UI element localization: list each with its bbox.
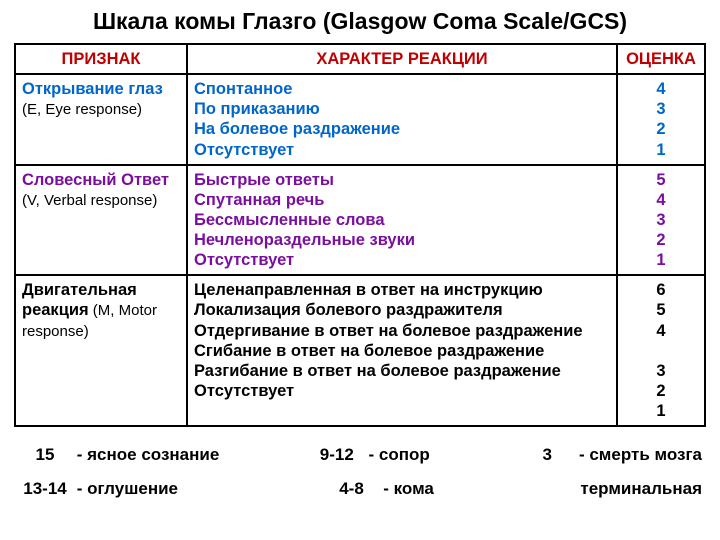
header-sign: ПРИЗНАК [15,44,187,74]
page-title: Шкала комы Глазго (Glasgow Coma Scale/GC… [14,8,706,35]
score-value: 2 [624,119,698,139]
reaction-cell: СпонтанноеПо приказаниюНа болевое раздра… [187,74,617,165]
footer-item: 13-14 - оглушение [18,479,178,499]
footer-label: - смерть мозга [579,445,702,464]
footer-label: терминальная [580,479,702,498]
score-value: 2 [624,381,698,401]
reaction-line: Отсутствует [194,381,610,401]
score-cell: 54321 [617,165,705,276]
table-row: Двигательная реакция (M, Motor response)… [15,275,705,426]
score-value: 6 [624,280,698,300]
score-value: 4 [624,79,698,99]
footer-score-range: 3 [520,445,574,465]
reaction-line: Сгибание в ответ на болевое раздражение [194,341,610,361]
reaction-line: Спутанная речь [194,190,610,210]
reaction-line: Отсутствует [194,140,610,160]
footer-score-range: 4-8 [325,479,379,499]
reaction-line: На болевое раздражение [194,119,610,139]
footer-label: - ясное сознание [77,445,220,464]
score-value: 1 [624,250,698,270]
reaction-cell: Целенаправленная в ответ на инструкциюЛо… [187,275,617,426]
score-value: 4 [624,321,698,341]
footer-label: - кома [383,479,434,498]
score-value: 5 [624,300,698,320]
footer-label: - оглушение [77,479,178,498]
reaction-line: Целенаправленная в ответ на инструкцию [194,280,610,300]
footer-item: 3 - смерть мозга [520,445,702,465]
reaction-line: Нечленораздельные звуки [194,230,610,250]
reaction-line: Бессмысленные слова [194,210,610,230]
score-cell: 4321 [617,74,705,165]
footer-item: 9-12 - сопор [310,445,430,465]
score-value: 1 [624,140,698,160]
sign-label: Открывание глаз [22,80,163,98]
reaction-line: По приказанию [194,99,610,119]
score-value [624,341,698,361]
reaction-line: Локализация болевого раздражителя [194,300,610,320]
footer-item: терминальная [580,479,702,499]
score-value: 4 [624,190,698,210]
score-value: 1 [624,401,698,421]
footer-item: 4-8 - кома [325,479,434,499]
footer-item: 15 - ясное сознание [18,445,219,465]
score-value: 3 [624,361,698,381]
footer-score-range: 13-14 [18,479,72,499]
reaction-line: Спонтанное [194,79,610,99]
header-score: ОЦЕНКА [617,44,705,74]
score-cell: 654 321 [617,275,705,426]
sign-paren: (V, Verbal response) [22,192,157,209]
sign-cell: Словесный Ответ (V, Verbal response) [15,165,187,276]
sign-paren: (E, Eye response) [22,101,142,118]
reaction-line: Отсутствует [194,250,610,270]
header-reaction: ХАРАКТЕР РЕАКЦИИ [187,44,617,74]
score-value: 5 [624,170,698,190]
footer-label: - сопор [369,445,430,464]
sign-cell: Открывание глаз (E, Eye response) [15,74,187,165]
score-value: 3 [624,99,698,119]
footer-legend: 15 - ясное сознание 9-12 - сопор 3 - смерт… [14,445,706,499]
table-row: Словесный Ответ (V, Verbal response)Быст… [15,165,705,276]
sign-label: Словесный Ответ [22,171,169,189]
reaction-line: Быстрые ответы [194,170,610,190]
gcs-table: ПРИЗНАК ХАРАКТЕР РЕАКЦИИ ОЦЕНКА Открыван… [14,43,706,427]
score-value: 2 [624,230,698,250]
footer-score-range: 9-12 [310,445,364,465]
score-value: 3 [624,210,698,230]
reaction-line: Разгибание в ответ на болевое раздражени… [194,361,610,381]
footer-score-range: 15 [18,445,72,465]
sign-cell: Двигательная реакция (M, Motor response) [15,275,187,426]
table-row: Открывание глаз (E, Eye response)Спонтан… [15,74,705,165]
reaction-line: Отдергивание в ответ на болевое раздраже… [194,321,610,341]
reaction-cell: Быстрые ответыСпутанная речьБессмысленны… [187,165,617,276]
